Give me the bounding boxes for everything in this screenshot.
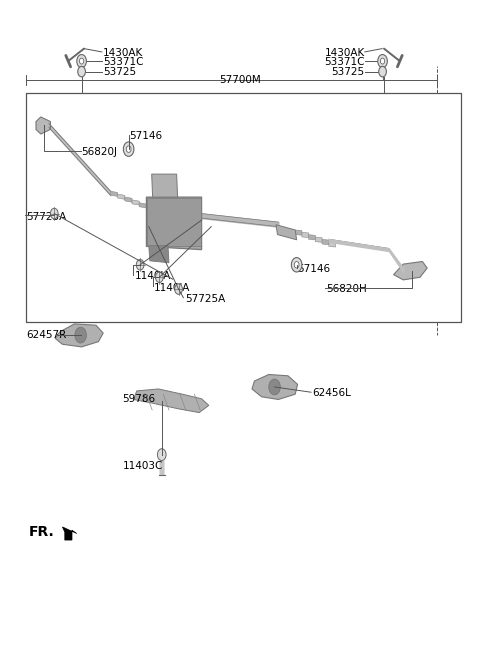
Polygon shape	[152, 174, 178, 197]
Circle shape	[294, 261, 299, 268]
Circle shape	[75, 327, 86, 343]
Polygon shape	[146, 197, 202, 250]
Circle shape	[123, 142, 134, 156]
Bar	[26, 93, 461, 322]
Polygon shape	[132, 200, 139, 205]
Text: 62457R: 62457R	[26, 330, 67, 340]
Polygon shape	[36, 117, 50, 134]
Text: 53725: 53725	[103, 67, 136, 78]
Circle shape	[157, 449, 166, 461]
Text: 53371C: 53371C	[103, 57, 144, 68]
Text: 57146: 57146	[298, 264, 331, 275]
Text: 1430AK: 1430AK	[103, 47, 144, 58]
Text: 56820J: 56820J	[82, 147, 118, 158]
Text: 59786: 59786	[122, 394, 156, 405]
Text: 1140JA: 1140JA	[154, 283, 190, 293]
Polygon shape	[118, 194, 125, 199]
Circle shape	[126, 146, 131, 152]
Circle shape	[50, 208, 58, 219]
Circle shape	[156, 272, 163, 283]
Polygon shape	[394, 261, 427, 280]
Text: 1430AK: 1430AK	[324, 47, 365, 58]
Polygon shape	[62, 527, 77, 540]
Text: 53725: 53725	[332, 67, 365, 78]
Polygon shape	[302, 233, 309, 238]
Polygon shape	[55, 324, 103, 347]
Circle shape	[77, 55, 86, 68]
Text: 57725A: 57725A	[185, 294, 225, 304]
Polygon shape	[252, 374, 298, 399]
Polygon shape	[139, 203, 146, 208]
Circle shape	[136, 260, 144, 270]
Bar	[147, 198, 201, 246]
Text: 1140JA: 1140JA	[134, 271, 171, 281]
Circle shape	[175, 284, 182, 294]
Circle shape	[291, 258, 302, 272]
Polygon shape	[315, 237, 322, 242]
Polygon shape	[133, 389, 209, 413]
Text: FR.: FR.	[29, 525, 55, 539]
Text: 57700M: 57700M	[219, 75, 261, 85]
Text: 11403C: 11403C	[122, 461, 163, 472]
Circle shape	[80, 58, 84, 64]
Text: 62456L: 62456L	[312, 388, 351, 398]
Polygon shape	[295, 230, 302, 235]
Text: 57146: 57146	[130, 131, 163, 141]
Circle shape	[378, 55, 387, 68]
Polygon shape	[322, 239, 329, 244]
Polygon shape	[309, 235, 315, 240]
Circle shape	[379, 66, 386, 77]
Polygon shape	[110, 191, 118, 196]
Polygon shape	[125, 197, 132, 202]
Polygon shape	[329, 242, 336, 247]
Circle shape	[269, 379, 280, 395]
Text: 57725A: 57725A	[26, 212, 67, 222]
Text: 53371C: 53371C	[324, 57, 365, 68]
Text: 56820H: 56820H	[326, 284, 367, 294]
Circle shape	[78, 66, 85, 77]
Polygon shape	[276, 225, 297, 240]
Polygon shape	[146, 206, 154, 211]
Polygon shape	[149, 246, 169, 263]
Circle shape	[380, 58, 385, 64]
